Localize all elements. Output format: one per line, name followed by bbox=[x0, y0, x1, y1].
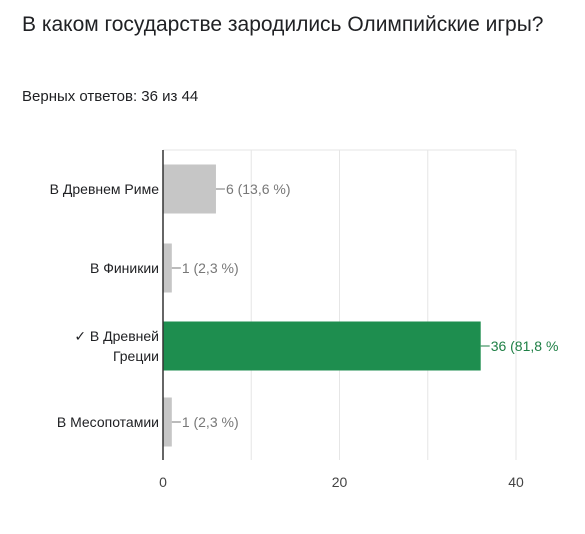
category-label: В Месопотамии bbox=[57, 414, 159, 430]
bar bbox=[163, 164, 216, 214]
score-summary: Верных ответов: 36 из 44 bbox=[22, 88, 199, 105]
data-label: 6 (13,6 %) bbox=[226, 181, 291, 197]
bar bbox=[163, 243, 172, 293]
category-label: В Древнем Риме bbox=[50, 181, 160, 197]
data-label: 36 (81,8 % bbox=[491, 338, 559, 354]
category-label: В Финикии bbox=[90, 260, 159, 276]
x-tick-label: 20 bbox=[332, 474, 348, 490]
data-label: 1 (2,3 %) bbox=[182, 414, 239, 430]
bar bbox=[163, 321, 481, 371]
question-title: В каком государстве зародились Олимпийск… bbox=[22, 13, 544, 36]
data-label: 1 (2,3 %) bbox=[182, 260, 239, 276]
bar bbox=[163, 397, 172, 447]
category-label: Греции bbox=[113, 348, 159, 364]
category-label: ✓ В Древней bbox=[74, 328, 159, 344]
x-tick-label: 40 bbox=[508, 474, 524, 490]
x-tick-label: 0 bbox=[159, 474, 167, 490]
